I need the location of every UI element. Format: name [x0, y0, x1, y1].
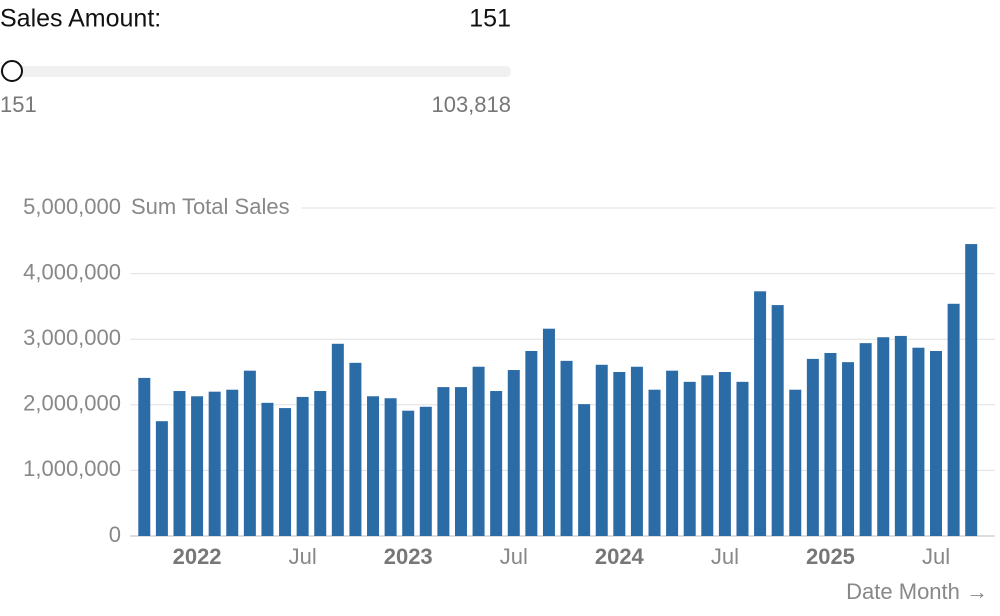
slider-max: 103,818 — [431, 92, 511, 117]
x-tick-label: Jul — [922, 544, 950, 569]
bar — [454, 387, 467, 536]
bar — [191, 396, 204, 536]
bar — [384, 398, 397, 536]
bar — [824, 352, 837, 536]
bar — [718, 372, 731, 536]
slider-label: Sales Amount: — [0, 5, 161, 33]
bar — [947, 303, 960, 536]
bar — [419, 406, 432, 536]
bar — [402, 410, 415, 536]
x-tick-label: Jul — [500, 544, 528, 569]
bar — [525, 351, 538, 536]
bar — [965, 244, 978, 536]
x-tick-label: Jul — [711, 544, 739, 569]
bar — [613, 372, 626, 536]
bar — [648, 389, 661, 536]
bar — [155, 421, 168, 536]
bar — [877, 337, 890, 536]
slider-knob[interactable] — [1, 60, 23, 82]
bar — [578, 404, 591, 536]
bar — [138, 377, 151, 536]
bar — [490, 391, 503, 536]
bar — [806, 358, 819, 536]
bar — [367, 396, 380, 536]
bar — [894, 335, 907, 536]
slider-value: 151 — [469, 5, 511, 33]
bar — [859, 343, 872, 536]
y-tick-label: 4,000,000 — [23, 259, 121, 284]
bar — [226, 389, 239, 536]
bar — [595, 364, 608, 536]
x-tick-label: 2025 — [806, 544, 855, 569]
x-tick-label: 2023 — [384, 544, 433, 569]
bar — [630, 366, 643, 536]
x-tick-label: Jul — [289, 544, 317, 569]
bar — [296, 396, 309, 536]
bar — [542, 328, 555, 536]
bar — [349, 362, 362, 536]
x-tick-label: 2022 — [173, 544, 222, 569]
bar — [789, 389, 802, 536]
bar — [173, 391, 186, 536]
bar — [331, 343, 344, 536]
y-tick-label: 5,000,000 — [23, 194, 121, 219]
x-axis-label: Date Month → — [846, 579, 988, 604]
bar — [771, 305, 784, 536]
bar — [472, 366, 485, 536]
y-tick-label: 1,000,000 — [23, 456, 121, 481]
y-tick-label: 3,000,000 — [23, 325, 121, 350]
bar — [560, 360, 573, 536]
bar — [208, 391, 221, 536]
x-tick-label: 2024 — [595, 544, 645, 569]
bar — [279, 408, 292, 536]
bar — [243, 370, 256, 536]
bar — [437, 387, 450, 536]
bar — [261, 402, 274, 536]
bar — [736, 381, 749, 536]
y-axis-label: Sum Total Sales — [131, 194, 290, 219]
y-tick-label: 0 — [109, 522, 121, 547]
bar — [701, 375, 714, 536]
bar — [930, 351, 943, 536]
bar — [314, 391, 327, 536]
bar — [666, 370, 679, 536]
bar — [754, 291, 767, 536]
slider-track[interactable] — [0, 66, 511, 77]
y-tick-label: 2,000,000 — [23, 391, 121, 416]
bar — [507, 370, 520, 536]
bar — [842, 362, 855, 536]
bar — [683, 381, 696, 536]
slider-min: 151 — [0, 92, 37, 117]
bar — [912, 347, 925, 536]
